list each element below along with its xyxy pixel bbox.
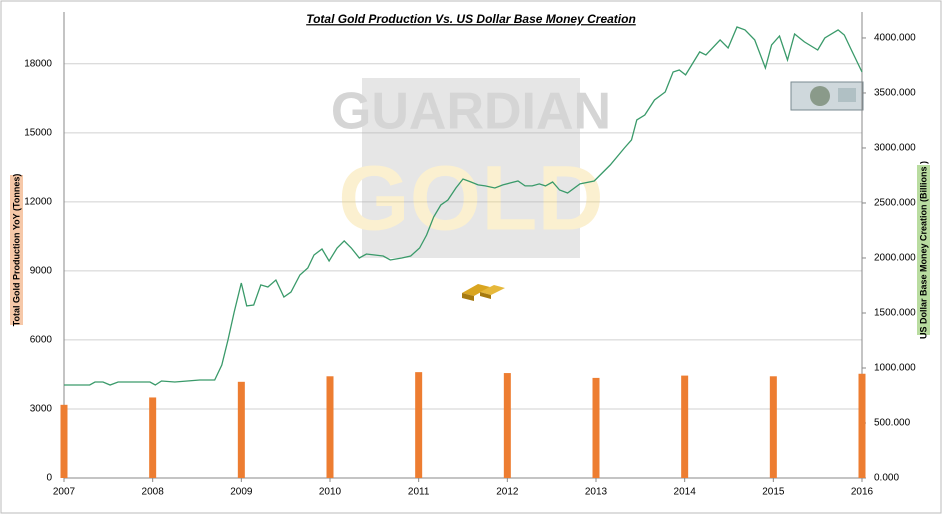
y-axis-label-bg [10, 175, 23, 325]
y-tick-label: 18000 [24, 58, 52, 69]
y-tick-label: 15000 [24, 127, 52, 138]
y2-tick-label: 2500.000 [874, 198, 916, 209]
bar [769, 376, 777, 478]
bar [858, 373, 866, 478]
y-tick-label: 12000 [24, 196, 52, 207]
x-tick-label: 2009 [230, 487, 253, 498]
x-tick-label: 2014 [674, 487, 697, 498]
x-tick-label: 2011 [408, 487, 430, 498]
bar [415, 372, 423, 478]
bar [681, 375, 689, 478]
watermark-box [362, 78, 580, 258]
y2-tick-label: 3000.000 [874, 143, 916, 154]
y2-tick-label: 4000.000 [874, 33, 916, 44]
x-tick-label: 2007 [53, 487, 76, 498]
x-tick-label: 2016 [851, 487, 874, 498]
bar [592, 377, 600, 478]
y-tick-label: 0 [46, 473, 52, 484]
bar [503, 373, 511, 478]
chart-title: Total Gold Production Vs. US Dollar Base… [306, 12, 636, 26]
y-axis-label: Total Gold Production YoY (Tonnes) [11, 174, 21, 327]
y2-tick-label: 0.000 [874, 473, 899, 484]
y2-axis-label: US Dollar Base Money Creation (Billions … [918, 161, 928, 339]
y2-tick-label: 1000.000 [874, 363, 916, 374]
line-series [64, 26, 863, 386]
y-tick-label: 6000 [30, 335, 53, 346]
y-tick-label: 9000 [30, 266, 53, 277]
x-tick-label: 2010 [319, 487, 342, 498]
bar [149, 397, 157, 478]
dollar-icon [790, 81, 864, 111]
watermark: GUARDIAN GOLD [331, 78, 611, 258]
bar [237, 381, 245, 478]
y2-tick-label: 500.000 [874, 418, 911, 429]
y2-tick-label: 2000.000 [874, 253, 916, 264]
y2-tick-label: 1500.000 [874, 308, 916, 319]
bar [60, 404, 68, 478]
y-tick-label: 3000 [30, 404, 53, 415]
watermark-text: GOLD [338, 147, 604, 249]
gold-bar-icon [462, 284, 505, 301]
y2-tick-label: 3500.000 [874, 88, 916, 99]
x-tick-label: 2012 [496, 487, 519, 498]
bar [326, 376, 334, 478]
x-tick-label: 2008 [142, 487, 165, 498]
x-tick-label: 2015 [762, 487, 785, 498]
x-tick-label: 2013 [585, 487, 608, 498]
y2-axis-label-bg [917, 165, 930, 335]
watermark-text: GUARDIAN [331, 83, 611, 141]
